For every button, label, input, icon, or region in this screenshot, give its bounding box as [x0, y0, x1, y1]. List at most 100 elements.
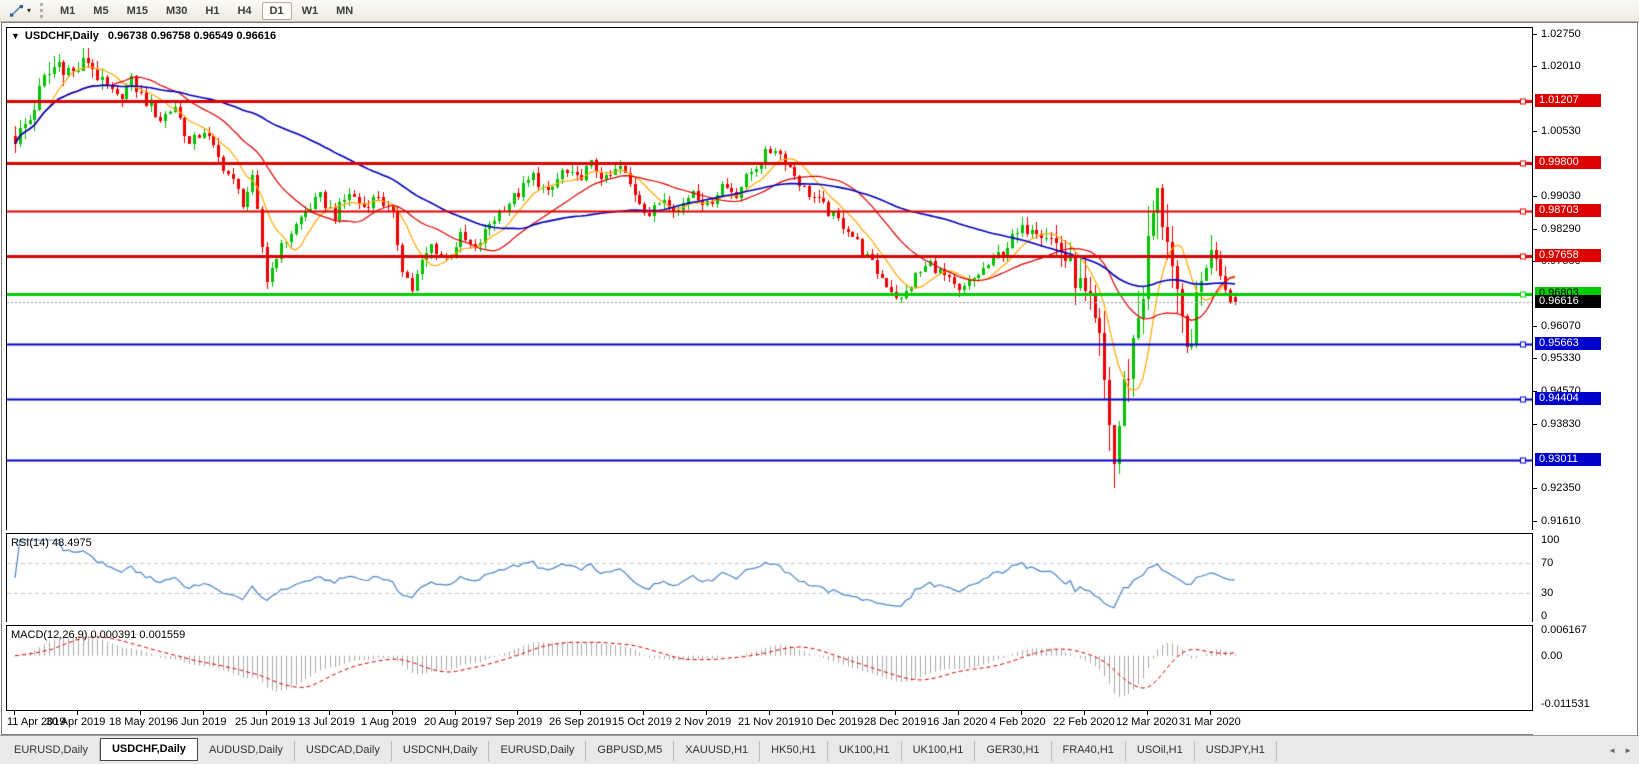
price-tick-mark	[1533, 66, 1537, 67]
date-tick-mark	[958, 711, 959, 715]
date-label: 31 Mar 2020	[1179, 716, 1241, 728]
date-tick-mark	[329, 711, 330, 715]
date-label: 11 Apr 2019	[7, 716, 66, 728]
timeframe-button-m1[interactable]: M1	[52, 2, 83, 20]
level-price-badge[interactable]: 0.98703	[1535, 204, 1601, 217]
timeframe-button-mn[interactable]: MN	[328, 2, 361, 20]
rsi-tick-label: 70	[1541, 557, 1554, 569]
price-tick-mark	[1533, 521, 1537, 522]
tab-fra40-h1[interactable]: FRA40,H1	[1052, 741, 1126, 761]
tab-usdcad-daily[interactable]: USDCAD,Daily	[295, 741, 392, 761]
date-label: 6 Jun 2019	[172, 716, 227, 728]
tab-usdjpy-h1[interactable]: USDJPY,H1	[1195, 741, 1277, 761]
price-tick-mark	[1533, 34, 1537, 35]
timeframe-button-h4[interactable]: H4	[229, 2, 259, 20]
pane-splitter[interactable]	[6, 530, 1533, 532]
date-tick-mark	[1021, 711, 1022, 715]
tab-usdchf-daily[interactable]: USDCHF,Daily	[99, 738, 198, 761]
date-tick-mark	[580, 711, 581, 715]
price-tick-mark	[1533, 391, 1537, 392]
date-tick-mark	[1084, 711, 1085, 715]
chevron-down-icon: ▾	[27, 5, 32, 15]
date-label: 15 Oct 2019	[612, 716, 672, 728]
date-label: 25 Jun 2019	[235, 716, 296, 728]
tab-usoil-h1[interactable]: USOil,H1	[1126, 741, 1195, 761]
line-studies-icon	[10, 4, 23, 17]
date-tick-mark	[392, 711, 393, 715]
rsi-indicator-label: RSI(14) 48.4975	[11, 537, 92, 549]
date-tick-mark	[643, 711, 644, 715]
tab-eurusd-daily[interactable]: EURUSD,Daily	[3, 741, 100, 761]
collapse-arrow-icon[interactable]: ▼	[11, 31, 20, 41]
date-axis[interactable]: 11 Apr 2019 30 Apr 2019 18 May 2019 6 Jun 2…	[6, 711, 1533, 736]
timeframe-button-d1[interactable]: D1	[261, 1, 292, 20]
date-tick-mark	[706, 711, 707, 715]
date-tick-mark	[266, 711, 267, 715]
macd-tick-label: 0.00	[1541, 650, 1563, 662]
date-label: 10 Dec 2019	[801, 716, 864, 728]
timeframe-button-m5[interactable]: M5	[85, 2, 116, 20]
level-price-badge[interactable]: 0.94404	[1535, 392, 1601, 405]
tab-hk50-h1[interactable]: HK50,H1	[760, 741, 828, 761]
price-tick-label: 0.93830	[1541, 418, 1581, 430]
tab-xauusd-h1[interactable]: XAUUSD,H1	[674, 741, 761, 761]
timeframe-button-h1[interactable]: H1	[197, 2, 227, 20]
level-price-badge[interactable]: 0.93011	[1535, 453, 1601, 466]
rsi-tick-label: 100	[1541, 534, 1560, 546]
line-studies-button[interactable]: ▾	[4, 2, 36, 20]
date-label: 18 May 2019	[109, 716, 173, 728]
pane-splitter[interactable]	[6, 622, 1533, 624]
date-label: 13 Jul 2019	[298, 716, 355, 728]
date-label: 26 Sep 2019	[549, 716, 612, 728]
price-tick-label: 1.00530	[1541, 125, 1581, 137]
price-tick-mark	[1533, 358, 1537, 359]
chart-tab-bar: EURUSD,Daily USDCHF,Daily AUDUSD,Daily USDC…	[0, 735, 1639, 764]
tab-scroll-left-icon[interactable]: ◄	[1608, 746, 1617, 755]
tab-audusd-daily[interactable]: AUDUSD,Daily	[198, 741, 295, 761]
tab-gbpusd-m5[interactable]: GBPUSD,M5	[586, 741, 675, 761]
price-tick-mark	[1533, 229, 1537, 230]
price-tick-mark	[1533, 326, 1537, 327]
date-tick-mark	[1210, 711, 1211, 715]
level-price-badge[interactable]: 0.97658	[1535, 249, 1601, 262]
date-label: 4 Feb 2020	[990, 716, 1046, 728]
tab-ger30-h1[interactable]: GER30,H1	[975, 741, 1052, 761]
tab-eurusd-daily[interactable]: EURUSD,Daily	[489, 741, 587, 761]
chart-window: ▼ USDCHF,Daily 0.96738 0.96758 0.96549 0.9…	[1, 22, 1638, 736]
chart-title: ▼ USDCHF,Daily 0.96738 0.96758 0.96549 0.9…	[11, 30, 276, 42]
timeframe-button-m15[interactable]: M15	[119, 2, 156, 20]
tab-scroll-right-icon[interactable]: ►	[1624, 746, 1632, 755]
date-label: 1 Aug 2019	[361, 716, 417, 728]
macd-tick-label: -0.011531	[1541, 698, 1590, 710]
date-label: 2 Nov 2019	[675, 716, 732, 728]
timeframe-button-m30[interactable]: M30	[158, 2, 195, 20]
level-price-badge[interactable]: 0.95663	[1535, 337, 1601, 350]
price-tick-label: 0.99030	[1541, 190, 1581, 202]
tab-uk100-h1[interactable]: UK100,H1	[828, 741, 902, 761]
price-axis[interactable]: 1.027501.020101.005300.990300.982900.975…	[1533, 23, 1637, 736]
price-tick-mark	[1533, 131, 1537, 132]
date-label: 22 Feb 2020	[1053, 716, 1115, 728]
date-label: 7 Sep 2019	[486, 716, 543, 728]
price-tick-label: 0.95330	[1541, 352, 1581, 364]
date-tick-mark	[203, 711, 204, 715]
current-price-badge[interactable]: 0.96616	[1535, 295, 1601, 308]
main-chart-canvas[interactable]	[6, 27, 1533, 531]
tab-uk100-h1[interactable]: UK100,H1	[902, 741, 976, 761]
timeframe-button-group: M1 M5 M15 M30 H1 H4 D1 W1 MN	[51, 1, 362, 20]
date-label: 28 Dec 2019	[864, 716, 927, 728]
date-tick-mark	[140, 711, 141, 715]
price-tick-label: 0.96070	[1541, 320, 1581, 332]
rsi-canvas[interactable]	[6, 533, 1533, 623]
level-price-badge[interactable]: 1.01207	[1535, 94, 1601, 107]
date-label: 30 Apr 2019	[46, 716, 106, 728]
price-tick-label: 1.02010	[1541, 60, 1581, 72]
tab-usdcnh-daily[interactable]: USDCNH,Daily	[392, 741, 490, 761]
tab-scroll-buttons: ◄ ►	[1608, 746, 1632, 755]
timeframe-button-w1[interactable]: W1	[294, 2, 327, 20]
rsi-tick-label: 0	[1541, 610, 1548, 622]
level-price-badge[interactable]: 0.99800	[1535, 156, 1601, 169]
date-tick-mark	[1147, 711, 1148, 715]
toolbar-grip[interactable]	[40, 3, 45, 18]
macd-canvas[interactable]	[6, 625, 1533, 711]
